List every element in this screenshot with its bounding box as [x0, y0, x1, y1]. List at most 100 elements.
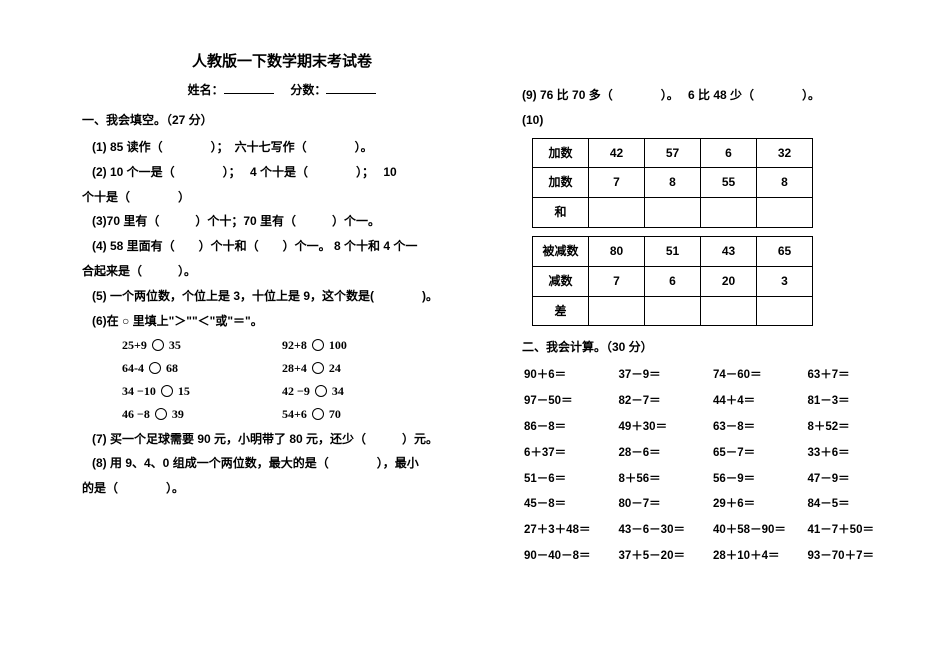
- q6-row-1: 25+9 35 92+8 100: [122, 334, 482, 357]
- table-header: 减数: [533, 266, 589, 296]
- calc-item: 43－6－30＝: [619, 520, 710, 542]
- table-header: 差: [533, 296, 589, 326]
- q6-cell: 64-4 68: [122, 357, 282, 380]
- table-cell: [757, 296, 813, 326]
- name-blank: [224, 82, 274, 94]
- table-cell: [701, 296, 757, 326]
- q6-cell: 42 −9 34: [282, 380, 442, 403]
- calc-item: 93－70＋7＝: [808, 546, 899, 568]
- spacer: [522, 48, 898, 82]
- calc-item: 80－7＝: [619, 494, 710, 516]
- q6-r: 34: [332, 384, 344, 398]
- calc-item: 86－8＝: [524, 417, 615, 439]
- calc-item: 37＋5－20＝: [619, 546, 710, 568]
- q6-r: 68: [166, 361, 178, 375]
- calc-item: 8＋52＝: [808, 417, 899, 439]
- calc-item: 28－6＝: [619, 443, 710, 465]
- q6-l: 64-4: [122, 361, 144, 375]
- section2-heading: 二、我会计算。（30 分）: [522, 336, 898, 359]
- table-row: 和: [533, 198, 813, 228]
- table-header: 加数: [533, 138, 589, 168]
- table-cell: [589, 296, 645, 326]
- exam-page: 人教版一下数学期末考试卷 姓名： 分数： 一、我会填空。（27 分） (1) 8…: [0, 0, 950, 588]
- q6-cell: 46 −8 39: [122, 403, 282, 426]
- question-9: (9) 76 比 70 多（ ）。 6 比 48 少（ ）。: [522, 84, 898, 107]
- q6-l: 42 −9: [282, 384, 310, 398]
- table-cell: 8: [645, 168, 701, 198]
- q6-row-4: 46 −8 39 54+6 70: [122, 403, 482, 426]
- q6-cell: 34 −10 15: [122, 380, 282, 403]
- table-row: 差: [533, 296, 813, 326]
- table-cell: 6: [645, 266, 701, 296]
- table-cell: 6: [701, 138, 757, 168]
- q6-l: 46 −8: [122, 407, 150, 421]
- question-4: (4) 58 里面有（ ）个十和（ ）个一。 8 个十和 4 个一: [92, 235, 482, 258]
- exam-title: 人教版一下数学期末考试卷: [82, 48, 482, 77]
- q6-row-2: 64-4 68 28+4 24: [122, 357, 482, 380]
- q6-r: 100: [329, 338, 347, 352]
- calc-item: 56－9＝: [713, 469, 804, 491]
- circle-icon: [315, 385, 327, 397]
- circle-icon: [155, 408, 167, 420]
- calc-item: 90－40－8＝: [524, 546, 615, 568]
- question-3: (3)70 里有（ ）个十；70 里有（ ）个一。: [92, 210, 482, 233]
- calc-item: 51－6＝: [524, 469, 615, 491]
- question-6: (6)在 ○ 里填上"＞""＜"或"＝"。: [92, 310, 482, 333]
- calc-item: 28＋10＋4＝: [713, 546, 804, 568]
- q6-l: 28+4: [282, 361, 307, 375]
- table-cell: 8: [757, 168, 813, 198]
- left-column: 人教版一下数学期末考试卷 姓名： 分数： 一、我会填空。（27 分） (1) 8…: [82, 48, 482, 568]
- calc-item: 41－7＋50＝: [808, 520, 899, 542]
- q6-cell: 54+6 70: [282, 403, 442, 426]
- question-10: (10): [522, 109, 898, 132]
- question-5: (5) 一个两位数，个位上是 3，十位上是 9，这个数是( )。: [92, 285, 482, 308]
- q6-l: 25+9: [122, 338, 147, 352]
- q6-cell: 25+9 35: [122, 334, 282, 357]
- q6-r: 39: [172, 407, 184, 421]
- calc-item: 6＋37＝: [524, 443, 615, 465]
- calc-item: 40＋58－90＝: [713, 520, 804, 542]
- table-cell: [589, 198, 645, 228]
- q6-r: 70: [329, 407, 341, 421]
- calc-item: 97－50＝: [524, 391, 615, 413]
- table-cell: [701, 198, 757, 228]
- q6-r: 24: [329, 361, 341, 375]
- table-cell: 65: [757, 236, 813, 266]
- q6-r: 35: [169, 338, 181, 352]
- table-cell: 7: [589, 266, 645, 296]
- question-7: (7) 买一个足球需要 90 元，小明带了 80 元，还少（ ）元。: [92, 428, 482, 451]
- q6-l: 54+6: [282, 407, 307, 421]
- table-header: 被减数: [533, 236, 589, 266]
- calc-item: 27＋3＋48＝: [524, 520, 615, 542]
- name-label: 姓名：: [188, 83, 224, 97]
- calc-item: 29＋6＝: [713, 494, 804, 516]
- circle-icon: [312, 408, 324, 420]
- table-header: 和: [533, 198, 589, 228]
- calc-item: 82－7＝: [619, 391, 710, 413]
- score-blank: [326, 82, 376, 94]
- calculation-grid: 90＋6＝ 37－9＝ 74－60＝ 63＋7＝ 97－50＝ 82－7＝ 44…: [524, 365, 898, 568]
- question-8b: 的是（ ）。: [82, 477, 482, 500]
- question-2: (2) 10 个一是（ ）； 4 个十是（ ）； 10: [92, 161, 482, 184]
- table-cell: 51: [645, 236, 701, 266]
- q6-l: 92+8: [282, 338, 307, 352]
- circle-icon: [152, 339, 164, 351]
- table-cell: 3: [757, 266, 813, 296]
- table-row: 被减数 80 51 43 65: [533, 236, 813, 266]
- table-cell: 42: [589, 138, 645, 168]
- q6-cell: 92+8 100: [282, 334, 442, 357]
- table-cell: 57: [645, 138, 701, 168]
- table-cell: [645, 296, 701, 326]
- question-4b: 合起来是（ ）。: [82, 260, 482, 283]
- table-cell: 32: [757, 138, 813, 168]
- table-cell: 20: [701, 266, 757, 296]
- table-row: 加数 42 57 6 32: [533, 138, 813, 168]
- addition-table: 加数 42 57 6 32 加数 7 8 55 8 和: [532, 138, 813, 228]
- calc-item: 44＋4＝: [713, 391, 804, 413]
- table-cell: 80: [589, 236, 645, 266]
- question-8: (8) 用 9、4、0 组成一个两位数，最大的是（ ），最小: [92, 452, 482, 475]
- calc-item: 84－5＝: [808, 494, 899, 516]
- subtraction-table: 被减数 80 51 43 65 减数 7 6 20 3 差: [532, 236, 813, 326]
- table-cell: 7: [589, 168, 645, 198]
- question-1: (1) 85 读作（ ）； 六十七写作（ ）。: [92, 136, 482, 159]
